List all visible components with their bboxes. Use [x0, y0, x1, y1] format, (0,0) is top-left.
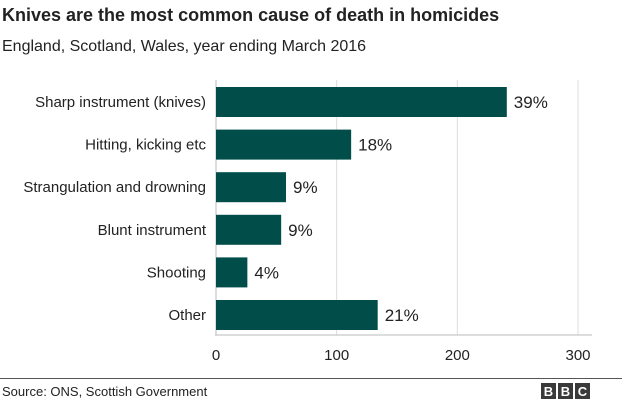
- bar: [216, 129, 352, 160]
- bar: [216, 87, 507, 117]
- data-label: 18%: [358, 136, 392, 155]
- bbc-logo-letter: B: [558, 383, 573, 399]
- bar: [216, 300, 378, 330]
- category-label: Strangulation and drowning: [23, 179, 206, 196]
- source-note: Source: ONS, Scottish Government: [2, 384, 208, 399]
- chart-subtitle: England, Scotland, Wales, year ending Ma…: [2, 38, 367, 55]
- bar: [216, 172, 286, 203]
- bbc-logo: B B C: [541, 383, 590, 399]
- bbc-logo-letter: B: [541, 383, 556, 399]
- category-label: Sharp instrument (knives): [35, 94, 206, 111]
- x-tick-label: 200: [445, 347, 470, 364]
- bbc-logo-letter: C: [575, 383, 590, 399]
- x-tick-label: 0: [212, 347, 220, 364]
- category-label: Shooting: [147, 264, 206, 281]
- x-tick-label: 100: [324, 347, 349, 364]
- category-label: Other: [168, 307, 206, 324]
- bar: [216, 214, 282, 245]
- data-label: 21%: [385, 306, 419, 325]
- x-tick-label: 300: [565, 347, 590, 364]
- category-label: Hitting, kicking etc: [85, 137, 206, 154]
- data-label: 9%: [288, 221, 313, 240]
- data-label: 39%: [514, 93, 548, 112]
- bar: [216, 257, 248, 288]
- category-label: Blunt instrument: [98, 222, 207, 239]
- data-label: 9%: [293, 178, 318, 197]
- bar-chart: 0 100 200 300 Sharp instrument (knives) 39% Hi…: [23, 80, 592, 364]
- data-label: 4%: [254, 263, 279, 282]
- footer-divider: [0, 378, 622, 379]
- chart-title: Knives are the most common cause of deat…: [2, 5, 500, 25]
